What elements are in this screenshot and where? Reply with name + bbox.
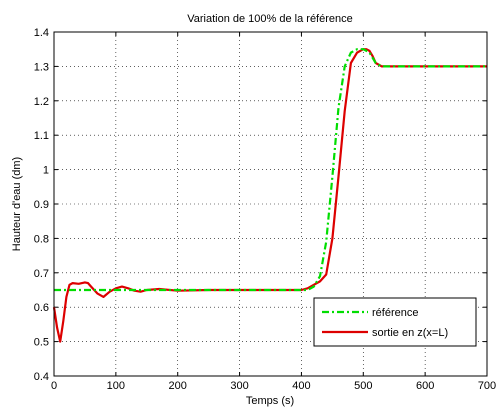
x-tick-label: 700 xyxy=(478,380,496,392)
series-line-reference xyxy=(54,48,487,292)
x-tick-label: 100 xyxy=(107,380,125,392)
x-axis-label: Temps (s) xyxy=(246,395,294,407)
x-tick-label: 300 xyxy=(230,380,248,392)
x-tick-labels: 0 100 200 300 400 500 600 700 xyxy=(51,380,496,392)
y-tick-label: 0.8 xyxy=(34,233,49,245)
grid xyxy=(54,32,487,376)
y-tick-label: 1.4 xyxy=(34,27,49,39)
y-tick-label: 0.9 xyxy=(34,199,49,211)
legend: référence sortie en z(x=L) xyxy=(313,297,477,347)
x-tick-label: 200 xyxy=(169,380,187,392)
plot-frame xyxy=(53,31,488,377)
y-tick-label: 0.6 xyxy=(34,302,49,314)
y-tick-label: 0.5 xyxy=(34,337,49,349)
legend-box xyxy=(313,297,477,347)
chart-title: Variation de 100% de la référence xyxy=(187,13,353,25)
legend-label-output: sortie en z(x=L) xyxy=(372,327,448,339)
x-tick-label: 600 xyxy=(416,380,434,392)
y-tick-labels: 0.4 0.5 0.6 0.7 0.8 0.9 1 1.1 1.2 1.3 1.4 xyxy=(34,27,49,383)
y-tick-label: 1.3 xyxy=(34,61,49,73)
x-tick-label: 0 xyxy=(51,380,57,392)
y-tick-label: 1.1 xyxy=(34,130,49,142)
x-tick-label: 400 xyxy=(292,380,310,392)
legend-label-reference: référence xyxy=(372,307,418,319)
series-lines xyxy=(52,48,487,343)
y-tick-label: 1 xyxy=(43,165,49,177)
y-tick-label: 0.4 xyxy=(34,371,49,383)
y-tick-label: 1.2 xyxy=(34,96,49,108)
y-tick-label: 0.7 xyxy=(34,268,49,280)
x-tick-label: 500 xyxy=(354,380,372,392)
y-axis-label: Hauteur d'eau (dm) xyxy=(11,157,23,251)
